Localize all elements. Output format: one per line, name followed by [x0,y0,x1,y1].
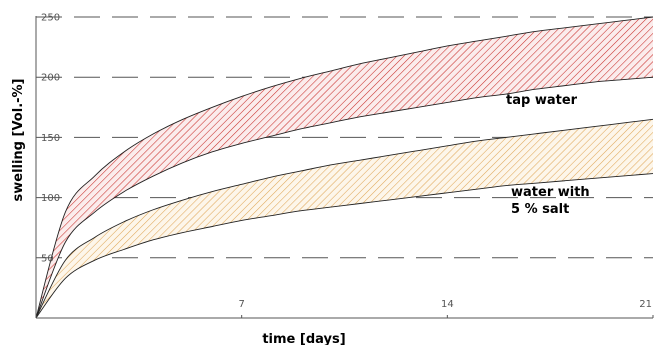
band-area [36,17,653,318]
y-tick-label: 50 [41,253,54,264]
tick-labels: 50 100 150 200 250 7 14 21 [41,13,652,311]
y-tick-label: 250 [41,13,60,24]
band-label: 5 % salt [511,202,569,217]
band-label: tap water [506,93,578,108]
x-axis-title: time [days] [262,332,345,345]
y-tick-label: 200 [41,73,60,84]
band-upper-line [35,16,654,319]
band-lower-line [35,173,654,319]
band-labels: tap water water with 5 % salt [506,93,590,217]
band-area [36,119,653,318]
x-tick-label: 14 [441,299,454,310]
data-bands [35,16,654,319]
axes [35,16,653,319]
y-axis-title: swelling [Vol.-%] [11,79,26,202]
x-tick-label: 7 [238,299,244,310]
band-lower-line [35,76,654,319]
band-label: water with [511,185,590,200]
y-tick-label: 150 [41,133,60,144]
y-tick-label: 100 [41,193,60,204]
x-tick-label: 21 [639,299,652,310]
band-upper-line [35,118,654,319]
